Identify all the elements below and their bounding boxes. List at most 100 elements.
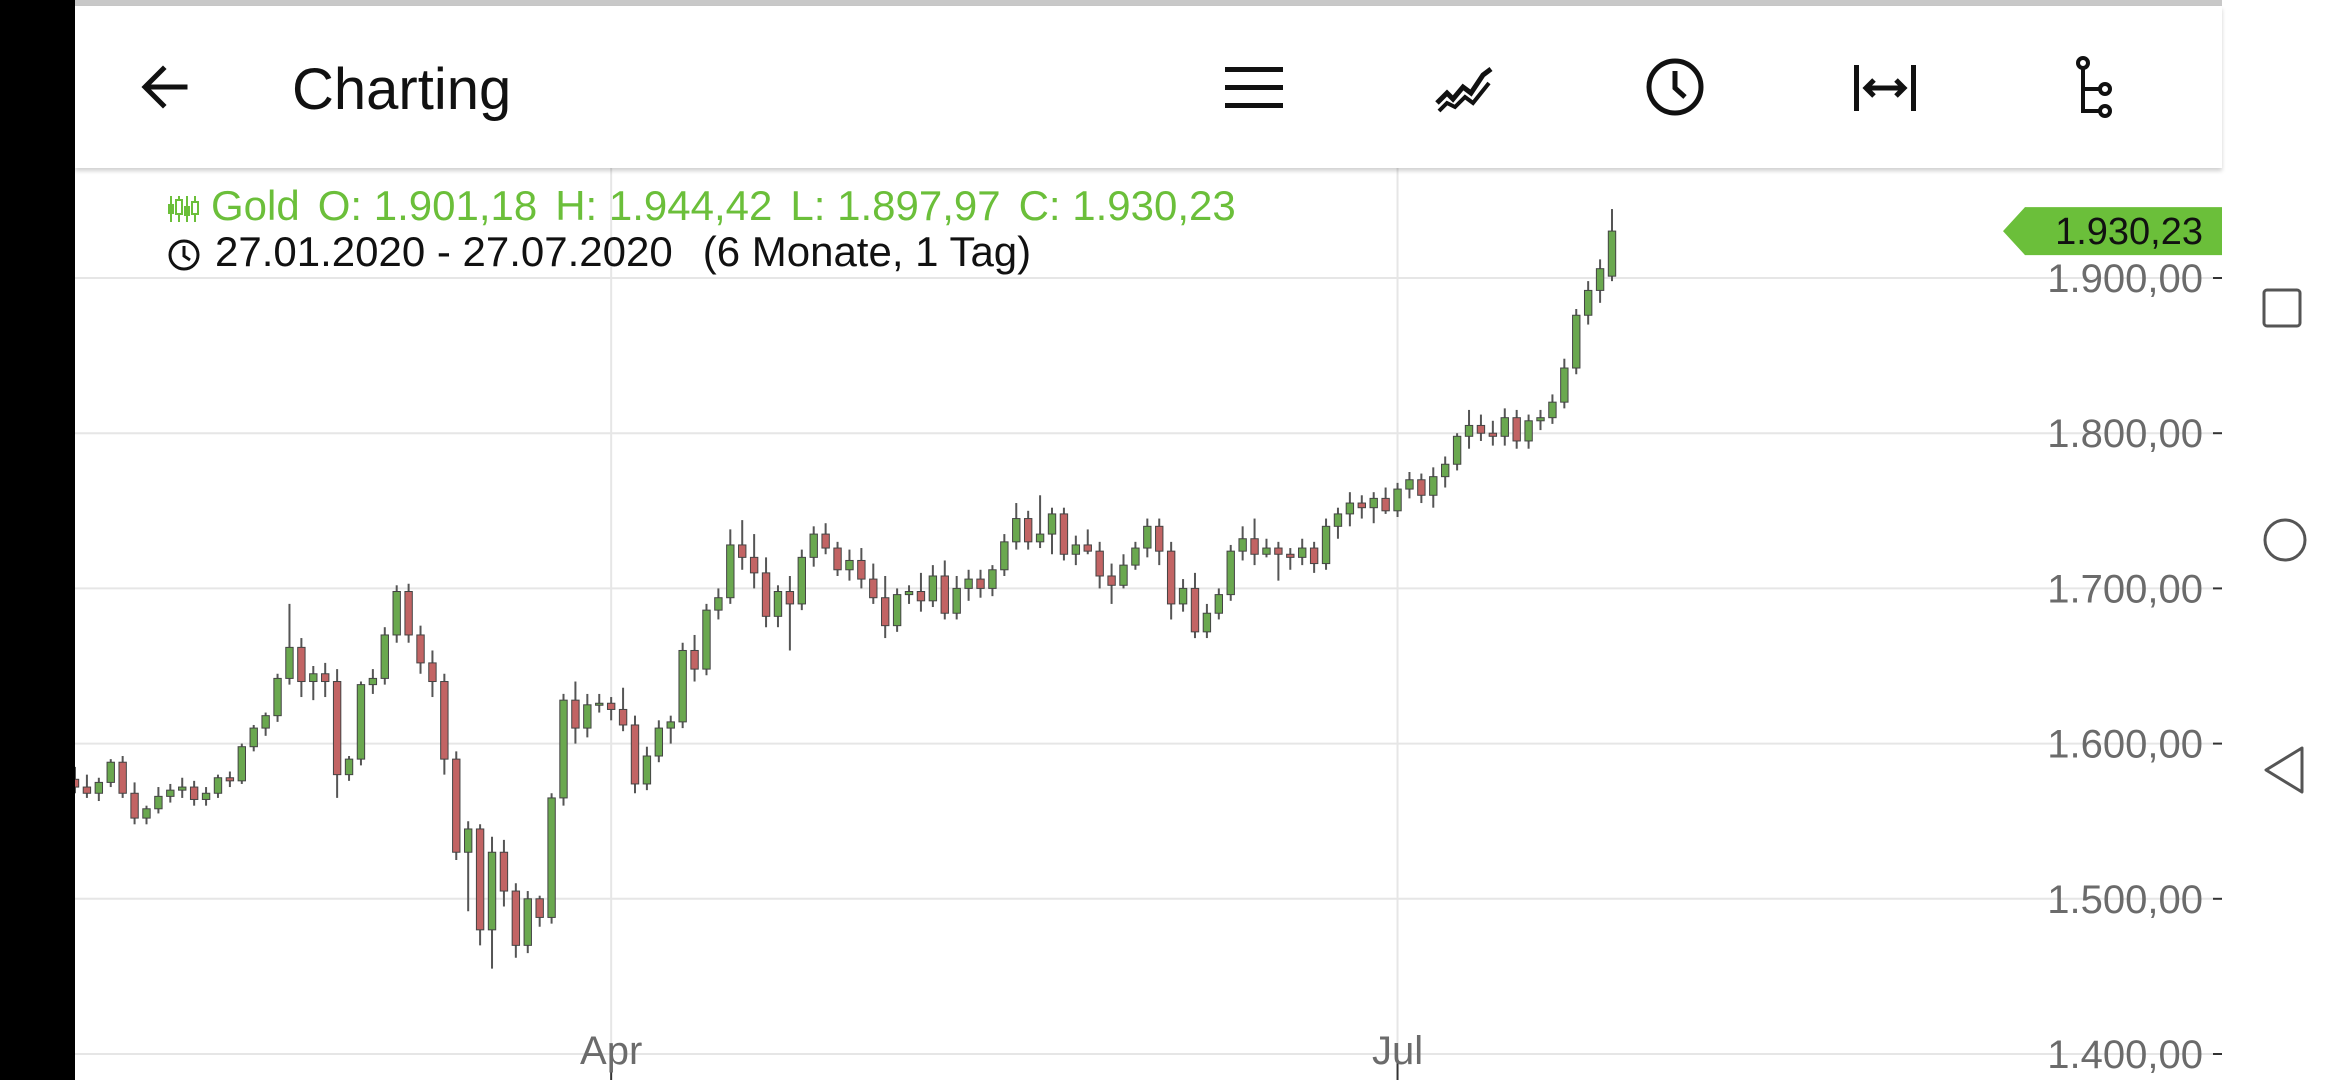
candle [332, 669, 342, 798]
candle [988, 565, 997, 597]
candlestick-icon [168, 195, 199, 222]
candle-body [1464, 424, 1474, 437]
candle [642, 746, 652, 791]
last-price-tag-background [2003, 207, 2222, 256]
candle [606, 697, 616, 721]
candle [1214, 588, 1224, 620]
candle-body [82, 786, 92, 794]
home-circle-icon[interactable] [2262, 517, 2308, 563]
candle [1095, 541, 1104, 589]
candle-body [821, 533, 830, 549]
candle [785, 575, 795, 651]
candle-body [511, 890, 521, 946]
candle-body [189, 786, 199, 800]
horizontal-grid [75, 277, 2215, 1055]
back-button[interactable] [115, 6, 215, 168]
candle-body [1595, 268, 1605, 291]
candle [249, 724, 258, 752]
candle-body [1035, 533, 1045, 543]
candle-body [94, 781, 104, 794]
candle-body [988, 569, 997, 589]
candle-body [1429, 476, 1438, 496]
menu-icon [1225, 67, 1283, 108]
candle-body [1321, 525, 1331, 565]
recents-square-icon[interactable] [2262, 288, 2302, 328]
candle [225, 771, 235, 788]
candle-body [881, 597, 890, 627]
candle [273, 673, 282, 722]
candle-body [321, 673, 330, 683]
candle-body [1214, 594, 1224, 614]
candle [952, 575, 961, 620]
candle [297, 638, 306, 698]
candle-body [857, 559, 866, 580]
candle-body [297, 646, 306, 683]
candle-body [1226, 550, 1235, 596]
candle [773, 585, 783, 628]
candle [583, 693, 592, 738]
candle-body [1357, 502, 1366, 509]
candle [309, 666, 318, 701]
candle-body [1500, 417, 1509, 437]
menu-button[interactable] [1205, 6, 1305, 168]
candle-body [642, 755, 652, 785]
system-navigation-bar [2222, 0, 2340, 1080]
back-triangle-icon[interactable] [2262, 745, 2306, 795]
candle [881, 575, 890, 639]
candle-body [726, 544, 735, 599]
candle [821, 523, 830, 555]
candle-body [1548, 401, 1557, 419]
y-tick-label: 1.900,00 [2047, 257, 2203, 301]
candle [1178, 579, 1188, 612]
candle-body [130, 792, 139, 819]
candle [523, 891, 532, 954]
indicator-button[interactable] [1415, 6, 1515, 168]
candle-body [666, 721, 675, 729]
candle [1572, 309, 1581, 375]
vertical-grid [610, 168, 1399, 1073]
candle-body [1071, 544, 1081, 555]
candle [892, 588, 902, 632]
candle-body [1047, 513, 1057, 535]
charting-app: Charting [75, 0, 2222, 1080]
candle-body [273, 677, 282, 717]
left-black-bar [0, 0, 75, 1080]
candle [749, 534, 759, 589]
candle-body [106, 761, 115, 783]
candle-body [1476, 424, 1486, 434]
candle [1274, 541, 1283, 581]
price-chart[interactable]: 1.900,00 1.800,00 1.700,00 1.600,00 1.500,00… [75, 168, 2222, 1080]
candle-body [1583, 289, 1593, 316]
tree-button[interactable] [2045, 6, 2145, 168]
candle [1131, 541, 1140, 570]
last-price-tag: 1.930,23 [2003, 207, 2222, 256]
range-arrows-icon [1854, 65, 1916, 111]
back-arrow-icon [141, 65, 188, 109]
candle-body [428, 662, 437, 683]
candle [356, 681, 366, 766]
candle-body [440, 681, 449, 760]
candle-body [404, 591, 413, 636]
candle-body [1107, 575, 1116, 586]
range-button[interactable] [1835, 6, 1935, 168]
candle [1071, 535, 1081, 566]
candle [1119, 554, 1128, 589]
x-axis: Apr Jul [580, 1029, 1423, 1080]
candle [201, 787, 211, 806]
candle-body [1381, 497, 1390, 512]
candle-body [75, 778, 80, 788]
candle-body [940, 575, 949, 614]
candle [1286, 548, 1295, 570]
candle [166, 783, 175, 803]
candle [1441, 456, 1450, 488]
candle [738, 520, 747, 570]
candle [368, 669, 378, 694]
candle-body [583, 704, 592, 729]
screen-title: Charting [292, 57, 512, 122]
candle-body [309, 673, 318, 683]
candle-body [833, 547, 842, 571]
candle-body [1488, 432, 1498, 437]
time-button[interactable] [1625, 6, 1725, 168]
candle [1595, 259, 1605, 303]
candle [928, 565, 938, 608]
